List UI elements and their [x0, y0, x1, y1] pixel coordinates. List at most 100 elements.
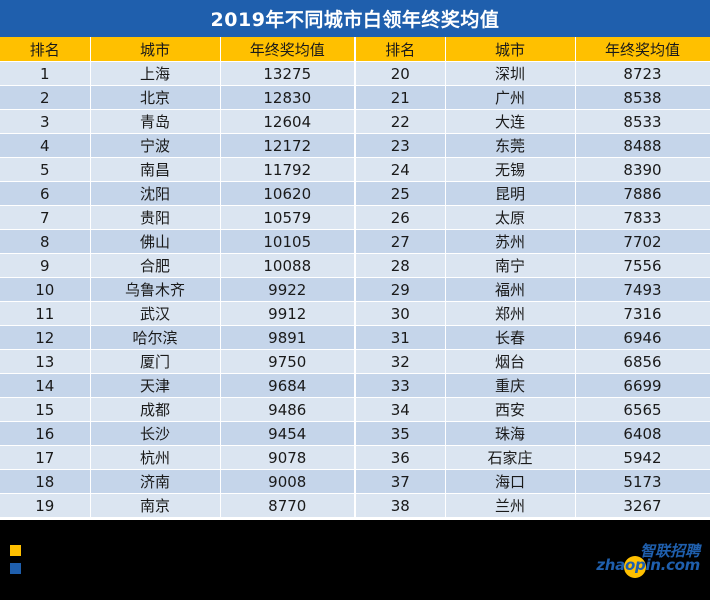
table-row: 14 天津 9684 33 重庆 6699: [0, 373, 710, 398]
bonus-a-cell: 9078: [220, 445, 356, 470]
rank-b-cell: 21: [355, 85, 446, 110]
table-row: 18 济南 9008 37 海口 5173: [0, 469, 710, 494]
table-row: 13 厦门 9750 32 烟台 6856: [0, 349, 710, 374]
bonus-a-cell: 9912: [220, 301, 356, 326]
table-row: 8 佛山 10105 27 苏州 7702: [0, 229, 710, 254]
rank-a-cell: 2: [0, 85, 91, 110]
table-row: 15 成都 9486 34 西安 6565: [0, 397, 710, 422]
rank-a-cell: 18: [0, 469, 91, 494]
city-a-cell: 厦门: [90, 349, 221, 374]
header-bonus-b: 年终奖均值: [575, 37, 710, 62]
rank-b-cell: 36: [355, 445, 446, 470]
city-a-cell: 杭州: [90, 445, 221, 470]
footer-bar: 智联招聘 zhaopin.com: [0, 520, 710, 600]
bonus-a-cell: 8770: [220, 493, 356, 518]
rank-b-cell: 23: [355, 133, 446, 158]
rank-a-cell: 8: [0, 229, 91, 254]
rank-a-cell: 17: [0, 445, 91, 470]
city-a-cell: 南昌: [90, 157, 221, 182]
rank-b-cell: 22: [355, 109, 446, 134]
bonus-a-cell: 12172: [220, 133, 356, 158]
bonus-a-cell: 13275: [220, 61, 356, 86]
legend-yellow-square: [10, 545, 21, 556]
bonus-a-cell: 12604: [220, 109, 356, 134]
city-b-cell: 重庆: [445, 373, 576, 398]
city-b-cell: 福州: [445, 277, 576, 302]
header-rank-a: 排名: [0, 37, 91, 62]
city-b-cell: 郑州: [445, 301, 576, 326]
table-row: 6 沈阳 10620 25 昆明 7886: [0, 181, 710, 206]
bonus-a-cell: 9454: [220, 421, 356, 446]
rank-b-cell: 28: [355, 253, 446, 278]
table-row: 11 武汉 9912 30 郑州 7316: [0, 301, 710, 326]
city-a-cell: 佛山: [90, 229, 221, 254]
bonus-b-cell: 7493: [575, 277, 710, 302]
header-rank-b: 排名: [355, 37, 446, 62]
rank-a-cell: 13: [0, 349, 91, 374]
bonus-b-cell: 5173: [575, 469, 710, 494]
rank-a-cell: 10: [0, 277, 91, 302]
city-b-cell: 烟台: [445, 349, 576, 374]
table-row: 17 杭州 9078 36 石家庄 5942: [0, 445, 710, 470]
bonus-b-cell: 7316: [575, 301, 710, 326]
city-a-cell: 上海: [90, 61, 221, 86]
bonus-a-cell: 12830: [220, 85, 356, 110]
city-a-cell: 北京: [90, 85, 221, 110]
bonus-b-cell: 8533: [575, 109, 710, 134]
header-city-a: 城市: [90, 37, 221, 62]
bonus-a-cell: 11792: [220, 157, 356, 182]
table-title: 2019年不同城市白领年终奖均值: [0, 0, 710, 37]
header-city-b: 城市: [445, 37, 576, 62]
city-b-cell: 苏州: [445, 229, 576, 254]
bonus-b-cell: 7886: [575, 181, 710, 206]
bonus-a-cell: 9486: [220, 397, 356, 422]
bonus-a-cell: 9750: [220, 349, 356, 374]
rank-a-cell: 9: [0, 253, 91, 278]
logo-top-text: 智联招聘: [639, 542, 700, 560]
rank-b-cell: 30: [355, 301, 446, 326]
rank-b-cell: 37: [355, 469, 446, 494]
rank-b-cell: 26: [355, 205, 446, 230]
zhaopin-logo: 智联招聘 zhaopin.com: [590, 540, 700, 590]
city-b-cell: 西安: [445, 397, 576, 422]
table-row: 3 青岛 12604 22 大连 8533: [0, 109, 710, 134]
rank-a-cell: 7: [0, 205, 91, 230]
city-a-cell: 宁波: [90, 133, 221, 158]
bonus-b-cell: 8538: [575, 85, 710, 110]
city-a-cell: 沈阳: [90, 181, 221, 206]
rank-a-cell: 19: [0, 493, 91, 518]
city-b-cell: 深圳: [445, 61, 576, 86]
bonus-a-cell: 10088: [220, 253, 356, 278]
rank-a-cell: 12: [0, 325, 91, 350]
rank-a-cell: 3: [0, 109, 91, 134]
city-b-cell: 太原: [445, 205, 576, 230]
bonus-b-cell: 6856: [575, 349, 710, 374]
table-row: 12 哈尔滨 9891 31 长春 6946: [0, 325, 710, 350]
rank-b-cell: 27: [355, 229, 446, 254]
bonus-a-cell: 10579: [220, 205, 356, 230]
rank-a-cell: 4: [0, 133, 91, 158]
city-a-cell: 合肥: [90, 253, 221, 278]
legend-blue-square: [10, 563, 21, 574]
bonus-table: 排名 城市 年终奖均值 排名 城市 年终奖均值 1 上海 13275 20 深圳 8723…: [0, 37, 710, 518]
bonus-a-cell: 9891: [220, 325, 356, 350]
city-b-cell: 石家庄: [445, 445, 576, 470]
table-row: 9 合肥 10088 28 南宁 7556: [0, 253, 710, 278]
bonus-b-cell: 5942: [575, 445, 710, 470]
bonus-b-cell: 8488: [575, 133, 710, 158]
logo-dot-icon: [624, 556, 646, 578]
table-row: 4 宁波 12172 23 东莞 8488: [0, 133, 710, 158]
table-row: 16 长沙 9454 35 珠海 6408: [0, 421, 710, 446]
bonus-b-cell: 8723: [575, 61, 710, 86]
table-row: 2 北京 12830 21 广州 8538: [0, 85, 710, 110]
rank-b-cell: 24: [355, 157, 446, 182]
city-a-cell: 南京: [90, 493, 221, 518]
bonus-b-cell: 6699: [575, 373, 710, 398]
table-row: 19 南京 8770 38 兰州 3267: [0, 493, 710, 518]
rank-a-cell: 1: [0, 61, 91, 86]
header-row: 排名 城市 年终奖均值 排名 城市 年终奖均值: [0, 37, 710, 62]
rank-a-cell: 15: [0, 397, 91, 422]
bonus-a-cell: 9922: [220, 277, 356, 302]
bonus-b-cell: 7702: [575, 229, 710, 254]
rank-a-cell: 16: [0, 421, 91, 446]
